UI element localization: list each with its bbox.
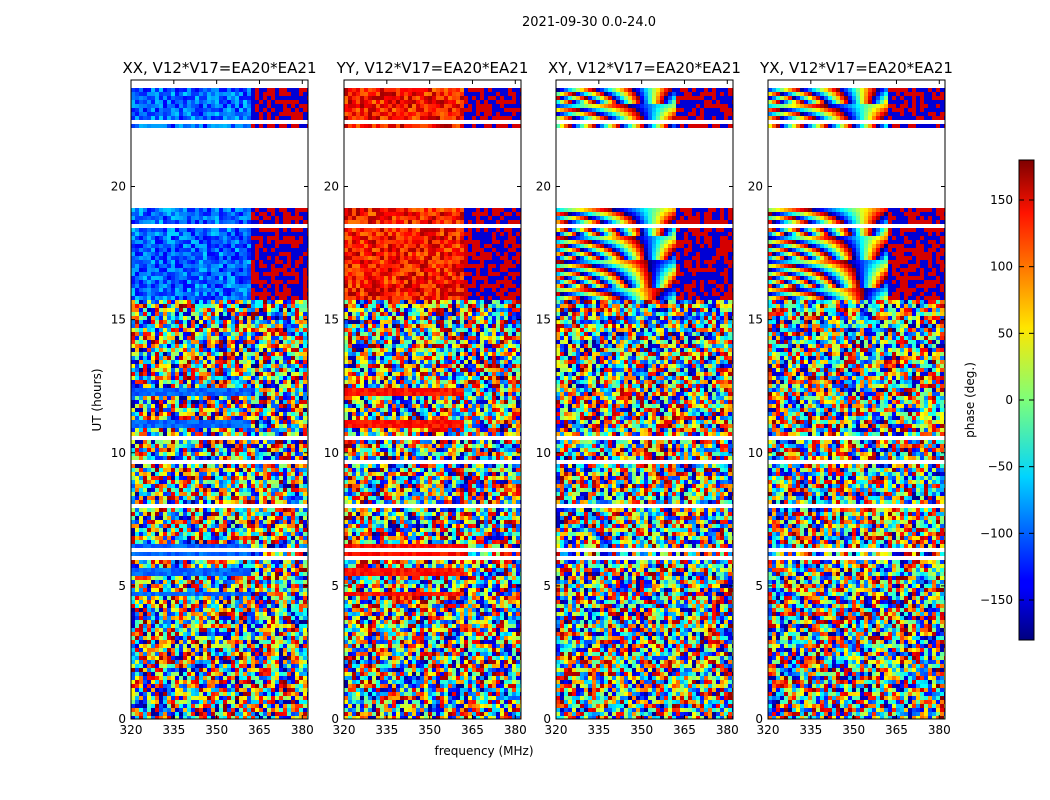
y-tick-label: 20 (748, 180, 763, 194)
y-tick-label: 10 (536, 446, 551, 460)
colorbar-tick-label: −50 (988, 460, 1013, 474)
x-tick-label: 380 (716, 723, 739, 737)
y-tick-label: 0 (118, 712, 126, 726)
colorbar-tick-label: 0 (1005, 393, 1013, 407)
phase-image (131, 88, 308, 719)
y-tick-label: 10 (748, 446, 763, 460)
y-tick-label: 20 (111, 180, 126, 194)
x-tick-label: 335 (375, 723, 398, 737)
y-axis-label: UT (hours) (90, 368, 104, 431)
colorbar-tick-label: −150 (980, 593, 1013, 607)
y-tick-label: 5 (331, 579, 339, 593)
x-tick-label: 365 (248, 723, 271, 737)
panel-frame (555, 79, 734, 720)
colorbar-tick-label: 100 (990, 260, 1013, 274)
x-tick-label: 350 (205, 723, 228, 737)
panel-3: XY, V12*V17=EA20*EA21 320 335 350 365 380 0 5 10… (536, 59, 741, 737)
panel-2: YY, V12*V17=EA20*EA21 320 335 350 365 380 0 5 10… (324, 59, 529, 737)
panel-4: YX, V12*V17=EA20*EA21 320 335 350 365 380 0 5 10… (748, 59, 953, 737)
phase-image (344, 88, 521, 719)
colorbar-tick-label: −100 (980, 526, 1013, 540)
colorbar-label: phase (deg.) (963, 362, 977, 438)
x-tick-label: 350 (842, 723, 865, 737)
y-tick-label: 10 (111, 446, 126, 460)
phase-image (768, 88, 945, 719)
y-tick-label: 5 (755, 579, 763, 593)
panel-frame (343, 79, 522, 720)
x-tick-label: 320 (120, 723, 143, 737)
x-tick-label: 335 (587, 723, 610, 737)
x-tick-label: 350 (630, 723, 653, 737)
panel-frame (767, 79, 946, 720)
panel-title: XX, V12*V17=EA20*EA21 (122, 59, 316, 77)
x-tick-label: 380 (928, 723, 951, 737)
y-tick-label: 0 (543, 712, 551, 726)
x-tick-label: 380 (504, 723, 527, 737)
colorbar: 150 100 50 0 −50 −100 −150 phase (deg.) (963, 159, 1035, 641)
phase-image (556, 88, 733, 719)
y-tick-label: 0 (755, 712, 763, 726)
y-tick-label: 15 (111, 313, 126, 327)
y-tick-label: 20 (536, 180, 551, 194)
y-tick-label: 15 (748, 313, 763, 327)
x-tick-label: 365 (885, 723, 908, 737)
panel-title: YX, V12*V17=EA20*EA21 (759, 59, 953, 77)
colorbar-tick-label: 50 (998, 326, 1013, 340)
x-tick-label: 335 (162, 723, 185, 737)
x-tick-label: 320 (333, 723, 356, 737)
y-tick-label: 0 (331, 712, 339, 726)
y-tick-label: 5 (543, 579, 551, 593)
panel-title: YY, V12*V17=EA20*EA21 (336, 59, 529, 77)
y-tick-label: 10 (324, 446, 339, 460)
x-axis-label: frequency (MHz) (434, 744, 533, 758)
x-tick-label: 350 (418, 723, 441, 737)
x-tick-label: 335 (799, 723, 822, 737)
panel-frame (130, 79, 309, 720)
y-tick-label: 5 (118, 579, 126, 593)
panels: XX, V12*V17=EA20*EA21 320 335 350 365 380 0 5 10… (111, 59, 953, 737)
x-tick-label: 320 (757, 723, 780, 737)
panel-1: XX, V12*V17=EA20*EA21 320 335 350 365 380 0 5 10… (111, 59, 317, 737)
panel-title: XY, V12*V17=EA20*EA21 (548, 59, 741, 77)
y-tick-label: 20 (324, 180, 339, 194)
y-tick-label: 15 (536, 313, 551, 327)
x-tick-label: 365 (461, 723, 484, 737)
y-tick-label: 15 (324, 313, 339, 327)
x-tick-label: 380 (291, 723, 314, 737)
x-tick-label: 365 (673, 723, 696, 737)
x-tick-label: 320 (545, 723, 568, 737)
figure-title: 2021-09-30 0.0-24.0 (522, 15, 656, 30)
colorbar-tick-label: 150 (990, 193, 1013, 207)
